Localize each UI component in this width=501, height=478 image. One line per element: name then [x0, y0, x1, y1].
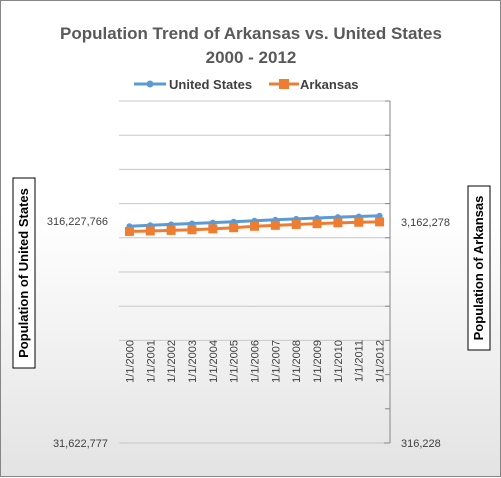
x-tick-label: 1/1/2011	[354, 340, 366, 382]
legend: United States Arkansas	[134, 77, 359, 92]
data-point-arkansas	[270, 220, 280, 230]
data-point-arkansas	[166, 225, 176, 235]
legend-label-united-states: United States	[169, 77, 252, 92]
legend-label-arkansas: Arkansas	[300, 77, 359, 92]
data-point-arkansas	[375, 217, 385, 227]
legend-marker-united-states	[146, 80, 154, 88]
left-axis-title: Population of United States	[16, 188, 31, 358]
data-point-arkansas	[145, 226, 155, 236]
x-tick-label: 1/1/2010	[333, 340, 345, 383]
data-point-arkansas	[187, 225, 197, 235]
x-tick-label: 1/1/2001	[145, 340, 157, 383]
data-point-arkansas	[291, 219, 301, 229]
data-point-united-states	[188, 220, 195, 227]
left-axis-title-box	[12, 177, 36, 369]
data-point-united-states	[376, 212, 383, 219]
data-point-united-states	[168, 221, 175, 228]
x-tick-label: 1/1/2007	[270, 340, 282, 383]
gridlines	[119, 100, 390, 444]
data-point-arkansas	[333, 218, 343, 228]
data-point-united-states	[230, 218, 237, 225]
data-point-arkansas	[250, 221, 259, 231]
x-axis-tick-labels: 1/1/2000 1/1/2001 1/1/2002 1/1/2003 1/1/2004…	[124, 340, 386, 383]
right-axis-tick-top: 3,162,278	[401, 217, 450, 229]
x-tick-label: 1/1/2005	[229, 340, 241, 383]
right-axis-title-box	[467, 185, 491, 351]
x-tick-label: 1/1/2009	[312, 340, 324, 383]
chart-subtitle: 2000 - 2012	[206, 48, 297, 67]
right-axis-tick-bottom: 316,228	[401, 438, 441, 450]
data-point-united-states	[209, 219, 216, 226]
legend-marker-arkansas	[279, 79, 289, 89]
data-point-arkansas	[208, 224, 218, 234]
x-tick-label: 1/1/2000	[124, 340, 136, 383]
x-tick-label: 1/1/2004	[208, 340, 220, 383]
left-axis-tick-top: 316,227,766	[47, 216, 108, 228]
x-tick-label: 1/1/2002	[166, 340, 178, 383]
chart-title: Population Trend of Arkansas vs. United …	[60, 24, 442, 43]
data-point-arkansas	[312, 219, 322, 229]
data-point-arkansas	[229, 223, 239, 233]
x-tick-label: 1/1/2012	[375, 340, 387, 383]
x-tick-label: 1/1/2008	[291, 340, 303, 383]
left-axis-tick-bottom: 31,622,777	[53, 438, 108, 450]
x-tick-label: 1/1/2003	[187, 340, 199, 383]
data-point-arkansas	[354, 217, 364, 227]
data-point-arkansas	[124, 226, 134, 236]
x-tick-label: 1/1/2006	[250, 340, 262, 383]
right-axis-title: Population of Arkansas	[471, 196, 486, 341]
plot-series	[124, 212, 385, 236]
